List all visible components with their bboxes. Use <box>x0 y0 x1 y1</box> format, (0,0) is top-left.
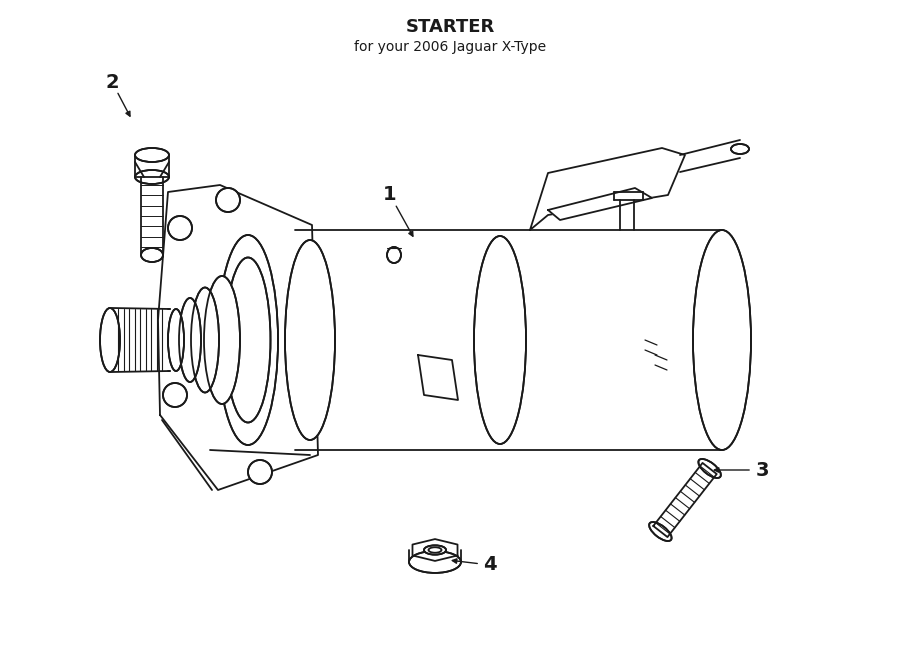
Ellipse shape <box>179 298 201 382</box>
Text: STARTER: STARTER <box>405 18 495 36</box>
Ellipse shape <box>731 144 749 154</box>
Ellipse shape <box>474 236 526 444</box>
Ellipse shape <box>424 545 446 555</box>
Text: 2: 2 <box>105 73 119 91</box>
Ellipse shape <box>693 230 751 450</box>
Ellipse shape <box>168 216 192 240</box>
Ellipse shape <box>218 235 278 445</box>
Polygon shape <box>158 185 318 490</box>
Ellipse shape <box>248 460 272 484</box>
Polygon shape <box>653 463 716 537</box>
Ellipse shape <box>141 248 163 262</box>
Text: for your 2006 Jaguar X-Type: for your 2006 Jaguar X-Type <box>354 40 546 54</box>
Ellipse shape <box>163 383 187 407</box>
Ellipse shape <box>698 459 721 478</box>
Polygon shape <box>548 188 652 220</box>
Polygon shape <box>418 355 458 400</box>
Ellipse shape <box>285 240 335 440</box>
Polygon shape <box>412 539 457 561</box>
Polygon shape <box>530 148 685 230</box>
Ellipse shape <box>191 288 219 393</box>
Ellipse shape <box>409 551 461 573</box>
Text: 4: 4 <box>483 555 497 574</box>
Ellipse shape <box>135 170 169 184</box>
Ellipse shape <box>135 148 169 162</box>
Ellipse shape <box>649 522 671 541</box>
Text: 3: 3 <box>755 461 769 479</box>
Ellipse shape <box>216 188 240 212</box>
Ellipse shape <box>226 258 271 422</box>
Ellipse shape <box>387 247 401 263</box>
Text: 1: 1 <box>383 186 397 204</box>
Ellipse shape <box>204 276 240 404</box>
Ellipse shape <box>168 309 184 371</box>
Ellipse shape <box>100 308 120 372</box>
